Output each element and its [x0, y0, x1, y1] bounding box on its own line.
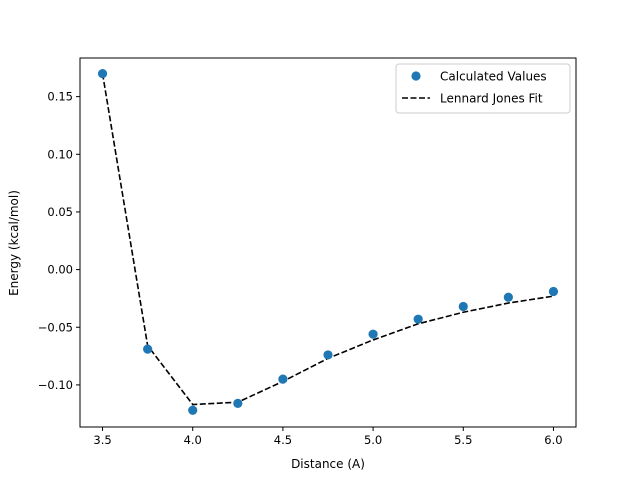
data-point	[143, 344, 153, 354]
plot-frame	[79, 57, 577, 428]
x-axis-label: Distance (A)	[291, 457, 365, 471]
y-tick-label: 0.10	[47, 147, 73, 161]
data-point	[278, 374, 288, 384]
x-tick-label: 4.0	[184, 433, 202, 447]
legend-label: Lennard Jones Fit	[440, 92, 543, 106]
data-point	[188, 405, 198, 415]
data-point	[97, 68, 108, 79]
data-point	[323, 350, 333, 360]
y-tick-label: 0.05	[47, 205, 73, 219]
x-tick-label: 3.5	[93, 433, 111, 447]
legend-marker-scatter	[411, 71, 421, 81]
data-point	[368, 329, 378, 339]
data-point	[503, 292, 513, 302]
axes: 3.5 4.0 4.5 5.0 5.5 6.0 −0.10 −0.05 0.00 0.05 0.10…	[38, 57, 577, 447]
data-point	[413, 314, 423, 324]
data-point	[233, 398, 243, 408]
data-point	[548, 286, 559, 297]
y-axis-label: Energy (kcal/mol)	[7, 190, 21, 296]
x-tick-label: 5.0	[364, 433, 382, 447]
x-tick-label: 5.5	[454, 433, 472, 447]
legend-label: Calculated Values	[440, 70, 547, 84]
y-tick-label: 0.15	[47, 90, 73, 104]
x-tick-label: 6.0	[544, 433, 562, 447]
y-tick-label: −0.10	[38, 378, 73, 392]
y-tick-label: −0.05	[38, 320, 73, 334]
legend: Calculated Values Lennard Jones Fit	[395, 63, 571, 114]
data-point	[458, 301, 468, 312]
legend-box	[395, 63, 571, 114]
x-tick-label: 4.5	[274, 433, 292, 447]
plot-area	[97, 68, 559, 415]
y-tick-label: 0.00	[47, 263, 73, 277]
